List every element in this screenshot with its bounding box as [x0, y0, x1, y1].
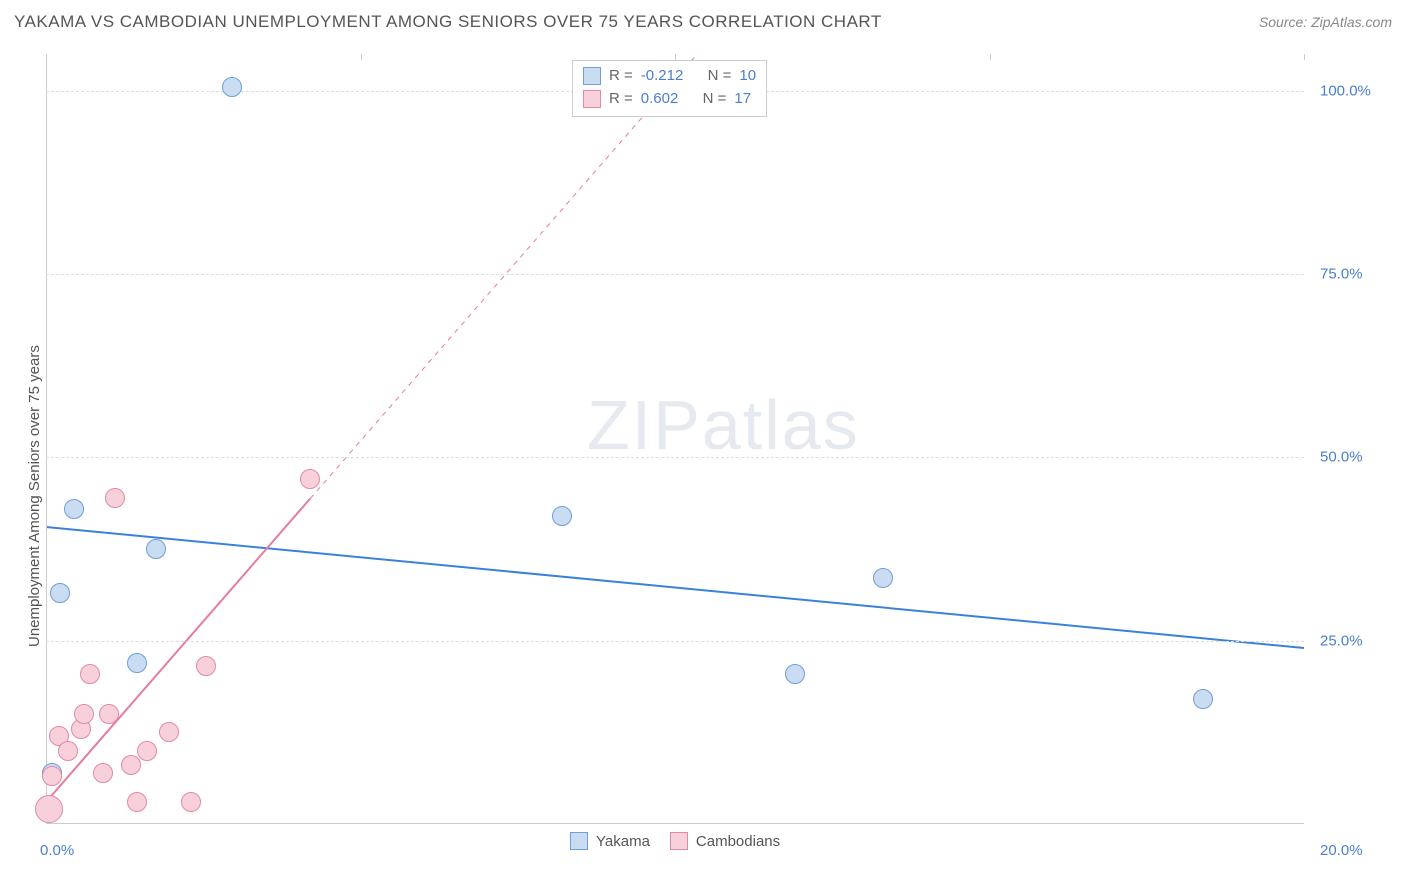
gridline-h — [46, 274, 1304, 275]
stats-r-label: R = — [609, 65, 633, 88]
stats-n-value: 10 — [739, 65, 756, 88]
legend-label: Yakama — [596, 833, 650, 850]
trendline — [46, 527, 1304, 648]
gridline-h — [46, 457, 1304, 458]
data-point — [159, 722, 179, 742]
data-point — [300, 469, 320, 489]
data-point — [74, 704, 94, 724]
stats-n-label: N = — [703, 88, 727, 111]
stats-r-label: R = — [609, 88, 633, 111]
stats-r-value: 0.602 — [641, 88, 679, 111]
stats-r-value: -0.212 — [641, 65, 684, 88]
chart-title: YAKAMA VS CAMBODIAN UNEMPLOYMENT AMONG S… — [14, 12, 882, 32]
stats-n-value: 17 — [734, 88, 751, 111]
stats-row: R = 0.602 N = 17 — [583, 88, 756, 111]
data-point — [222, 77, 242, 97]
x-tick-label-right: 20.0% — [1320, 842, 1363, 859]
data-point — [181, 792, 201, 812]
data-point — [785, 664, 805, 684]
x-tick — [46, 54, 47, 60]
stats-row: R = -0.212 N = 10 — [583, 65, 756, 88]
x-tick — [361, 54, 362, 60]
stats-n-label: N = — [708, 65, 732, 88]
x-tick — [1304, 54, 1305, 60]
data-point — [127, 792, 147, 812]
data-point — [1193, 689, 1213, 709]
data-point — [105, 488, 125, 508]
stats-swatch — [583, 90, 601, 108]
x-tick-label-left: 0.0% — [40, 842, 74, 859]
legend-label: Cambodians — [696, 833, 780, 850]
y-tick-label: 100.0% — [1320, 82, 1371, 99]
legend-swatch — [570, 832, 588, 850]
data-point — [137, 741, 157, 761]
stats-box: R =-0.212 N =10R =0.602 N =17 — [572, 60, 767, 117]
trendline-solid — [46, 499, 310, 802]
data-point — [552, 506, 572, 526]
data-point — [58, 741, 78, 761]
x-axis-line — [46, 823, 1304, 824]
y-tick-label: 25.0% — [1320, 632, 1363, 649]
title-bar: YAKAMA VS CAMBODIAN UNEMPLOYMENT AMONG S… — [14, 12, 1392, 32]
y-tick-label: 50.0% — [1320, 449, 1363, 466]
source-attribution: Source: ZipAtlas.com — [1259, 14, 1392, 30]
legend-item: Cambodians — [670, 832, 780, 850]
stats-swatch — [583, 67, 601, 85]
trendline-dashed — [310, 54, 1304, 499]
x-tick — [990, 54, 991, 60]
trendlines-layer — [46, 54, 1304, 824]
data-point — [64, 499, 84, 519]
y-axis-title: Unemployment Among Seniors over 75 years — [26, 345, 43, 647]
data-point — [196, 656, 216, 676]
plot-area — [46, 54, 1304, 824]
legend-item: Yakama — [570, 832, 650, 850]
legend-swatch — [670, 832, 688, 850]
data-point — [873, 568, 893, 588]
data-point — [99, 704, 119, 724]
data-point — [50, 583, 70, 603]
data-point — [127, 653, 147, 673]
y-axis-line — [46, 54, 47, 824]
data-point — [42, 766, 62, 786]
data-point — [93, 763, 113, 783]
data-point — [146, 539, 166, 559]
y-tick-label: 75.0% — [1320, 266, 1363, 283]
gridline-h — [46, 641, 1304, 642]
data-point — [121, 755, 141, 775]
legend: Yakama Cambodians — [570, 832, 780, 850]
data-point — [80, 664, 100, 684]
data-point — [35, 795, 63, 823]
